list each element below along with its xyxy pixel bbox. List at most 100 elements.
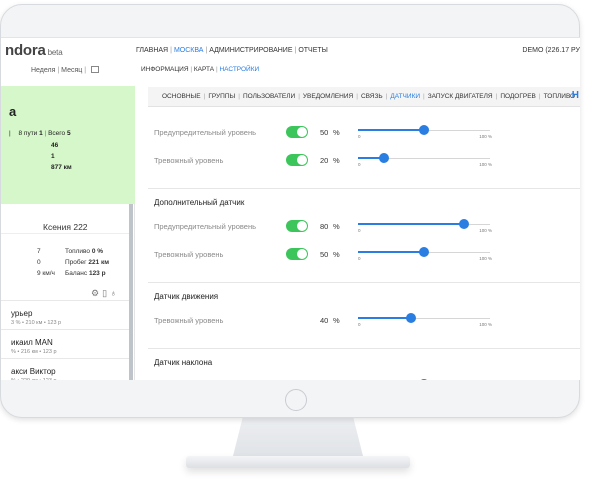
nav-separator: | [205, 47, 208, 54]
slider-thumb[interactable] [419, 125, 429, 135]
user-account[interactable]: DEMO (226.17 РУ [522, 47, 580, 54]
period-week[interactable]: Неделя [31, 67, 56, 74]
vehicle-list-item[interactable]: икаил MAN % • 216 км • 123 р [1, 329, 129, 358]
gear-icon[interactable]: ⚙ [91, 288, 103, 298]
vehicle-stats: % • 216 км • 123 р [11, 349, 57, 355]
mileage-label: Пробег [65, 259, 87, 266]
tab-separator: | [238, 93, 240, 100]
summary-value-1: 46 [51, 142, 59, 149]
tab-item[interactable]: ПОДОГРЕВ [500, 93, 536, 100]
level-unit: % [333, 128, 340, 137]
vehicle-stats: % • 229 км • 123 р [11, 378, 57, 380]
summary-trips-value: 1 [39, 130, 43, 137]
level-slider[interactable]: 0 100 % [358, 152, 492, 167]
tab-separator: | [495, 93, 498, 100]
tab-item[interactable]: ТОПЛИВО [543, 93, 576, 100]
level-unit: % [333, 316, 340, 325]
section-title: Дополнительный датчик [154, 198, 245, 207]
level-value: 50 [320, 250, 329, 259]
level-value: 80 [320, 222, 329, 231]
location-pin-icon[interactable]: ♁ [110, 288, 120, 298]
settings-tabs: ОСНОВНЫЕ | ГРУППЫ | ПОЛЬЗОВАТЕЛИ | УВЕДОМЛЕНИЯ… [148, 87, 580, 107]
top-nav-item[interactable]: ОТЧЕТЫ [298, 47, 328, 54]
logo-text: ndora [5, 42, 46, 59]
top-nav-item[interactable]: МОСКВА [173, 47, 204, 54]
slider-min-label: 0 [358, 322, 361, 327]
tab-separator: | [423, 93, 425, 100]
phone-icon[interactable]: ▯ [102, 288, 111, 298]
monitor-frame: ndora beta ГЛАВНАЯ | МОСКВА | АДМИНИСТРИРОВАН… [0, 4, 580, 418]
level-label: Предупредительный уровень [154, 128, 256, 137]
sub-nav-item[interactable]: ИНФОРМАЦИЯ [141, 66, 189, 73]
vehicle-list-item[interactable]: акси Виктор % • 229 км • 123 р [1, 358, 129, 380]
slider-thumb[interactable] [419, 379, 429, 380]
slider-min-label: 0 [358, 162, 361, 167]
slider-thumb[interactable] [405, 313, 416, 323]
slider-fill [358, 129, 424, 131]
level-label: Тревожный уровень [154, 156, 224, 165]
sub-nav-item[interactable]: КАРТА [193, 66, 215, 73]
section-title: Датчик движения [154, 292, 219, 301]
level-unit: % [333, 156, 340, 165]
slider-thumb[interactable] [379, 153, 390, 163]
level-toggle[interactable] [286, 248, 308, 260]
slider-max-label: 100 % [479, 162, 492, 167]
driver-left-c: 9 км/ч [37, 270, 55, 277]
slider-max-label: 100 % [479, 134, 492, 139]
tab-item[interactable]: ГРУППЫ [208, 93, 236, 100]
vehicle-name: икаил MAN [11, 338, 53, 347]
slider-track [358, 158, 490, 159]
driver-left-values: 7 0 9 км/ч [37, 248, 55, 277]
summary-row: | 8 пути 1 | Всего 5 [9, 130, 71, 137]
app-logo[interactable]: ndora beta [5, 42, 63, 59]
summary-sep: | [9, 130, 11, 137]
level-label: Тревожный уровень [154, 250, 224, 259]
driver-left-b: 0 [37, 259, 41, 266]
driver-actions: ⚙▯♁ [91, 288, 120, 299]
tab-item[interactable]: ОСНОВНЫЕ [162, 93, 201, 100]
calendar-icon[interactable] [91, 66, 99, 73]
summary-card[interactable]: a | 8 пути 1 | Всего 5 46 1 877 км [1, 86, 135, 204]
tabs-scroll-right-icon[interactable]: Н [571, 90, 579, 101]
section-divider [148, 348, 580, 349]
tab-item[interactable]: ПОЛЬЗОВАТЕЛИ [242, 93, 296, 100]
nav-separator: | [214, 66, 220, 73]
vehicle-stats: 3 % • 210 км • 123 р [11, 320, 62, 326]
level-toggle[interactable] [286, 220, 308, 232]
slider-thumb[interactable] [458, 219, 469, 229]
summary-distance: 877 км [51, 164, 72, 171]
screen: ndora beta ГЛАВНАЯ | МОСКВА | АДМИНИСТРИРОВАН… [1, 37, 580, 380]
tab-separator: | [298, 93, 300, 100]
driver-name[interactable]: Ксения 222 [43, 222, 88, 232]
nav-separator: | [294, 47, 297, 54]
period-month[interactable]: Месяц [61, 67, 83, 74]
level-value: 40 [320, 316, 329, 325]
vehicle-list-scrollbar[interactable] [129, 204, 133, 380]
vehicle-list-item[interactable]: урьер 3 % • 210 км • 123 р [1, 300, 129, 329]
slider-thumb[interactable] [419, 247, 429, 257]
vehicle-list: Ксения 222 7 0 9 км/ч Топливо 0 % Пробег… [1, 204, 135, 380]
tab-item[interactable]: СВЯЗЬ [360, 93, 383, 100]
tab-item[interactable]: ЗАПУСК ДВИГАТЕЛЯ [427, 93, 493, 100]
summary-title: a [9, 104, 17, 119]
top-nav-item[interactable]: АДМИНИСТРИРОВАНИЕ [209, 47, 293, 54]
top-nav-item[interactable]: ГЛАВНАЯ [136, 47, 169, 54]
tab-separator: | [203, 93, 206, 100]
sensor-settings: Предупредительный уровень 50% 0 100 % Тревож… [148, 108, 580, 380]
mileage-value: 221 км [88, 259, 110, 266]
tab-item[interactable]: УВЕДОМЛЕНИЯ [302, 93, 354, 100]
power-button[interactable] [285, 389, 307, 411]
level-label: Тревожный уровень [154, 316, 224, 325]
summary-total-label: Всего [48, 130, 66, 137]
tab-item[interactable]: ДАТЧИКИ [390, 93, 421, 100]
balance-value: 123 р [88, 270, 106, 277]
level-toggle[interactable] [286, 154, 308, 166]
level-toggle[interactable] [286, 126, 308, 138]
fuel-value: 0 % [91, 248, 104, 255]
sub-nav-item[interactable]: НАСТРОЙКИ [219, 66, 260, 73]
